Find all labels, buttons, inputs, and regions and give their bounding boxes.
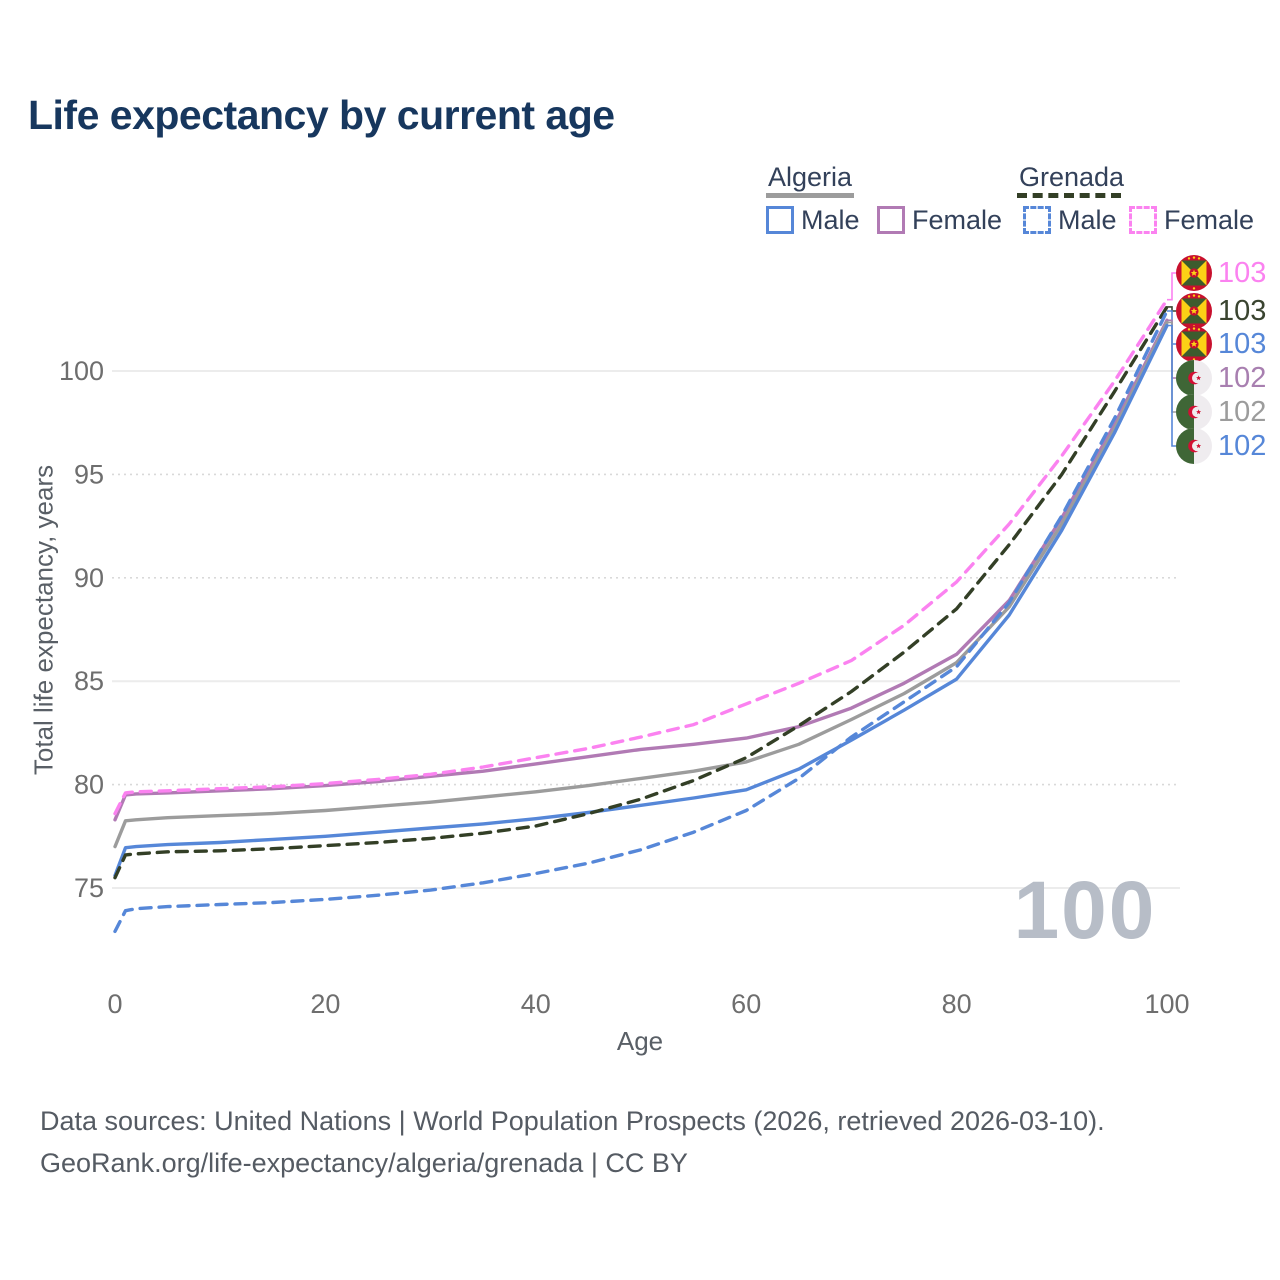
algeria-flag-icon [1176,428,1212,464]
legend-country-algeria[interactable]: Algeria [768,162,853,192]
y-tick-100: 100 [59,356,104,386]
end-label-value: 103 [1218,328,1267,360]
legend-underline-grenada [1017,193,1121,198]
algeria-flag-icon [1176,360,1212,396]
end-label-value: 102 [1218,362,1267,394]
legend-swatch-algeria-male[interactable] [766,206,794,234]
x-axis-title: Age [616,1026,664,1056]
x-tick-40: 40 [521,989,551,1019]
footer-data-sources: Data sources: United Nations | World Pop… [40,1106,1105,1136]
leader-line-grenada-both-sexes [1167,306,1176,312]
x-tick-60: 60 [731,989,761,1019]
chart-title: Life expectancy by current age [28,92,615,138]
x-tick-100: 100 [1144,989,1189,1019]
end-label-value: 102 [1218,396,1267,428]
leader-line-grenada-female [1167,272,1176,301]
end-label-algeria-female[interactable]: 102 [1176,360,1266,396]
footer-attribution: GeoRank.org/life-expectancy/algeria/gren… [40,1148,688,1178]
end-label-value: 103 [1218,257,1267,289]
y-tick-95: 95 [74,459,104,489]
x-tick-80: 80 [942,989,972,1019]
x-tick-20: 20 [310,989,340,1019]
y-tick-90: 90 [74,563,104,593]
series-line-grenada-male[interactable] [113,309,1169,934]
legend-swatch-grenada-female[interactable] [1129,206,1157,234]
end-label-algeria-both-sexes[interactable]: 102 [1176,394,1266,430]
grenada-flag-icon [1176,293,1212,329]
series-line-grenada-female[interactable] [113,298,1169,816]
legend-label-algeria-male[interactable]: Male [801,205,860,235]
legend-country-grenada[interactable]: Grenada [1019,162,1125,192]
y-tick-85: 85 [74,666,104,696]
legend-label-algeria-female[interactable]: Female [912,205,1003,235]
grenada-flag-icon [1176,255,1212,291]
end-label-grenada-female[interactable]: 103 [1176,255,1266,291]
hover-age-watermark: 100 [1013,865,1157,956]
leader-line-algeria-male [1167,324,1176,447]
end-label-value: 102 [1218,430,1267,462]
end-label-grenada-male[interactable]: 103 [1176,326,1266,362]
grenada-flag-icon [1176,326,1212,362]
x-tick-0: 0 [107,989,122,1019]
series-line-grenada-both-sexes[interactable] [113,305,1169,880]
end-label-value: 103 [1218,295,1267,327]
legend-swatch-algeria-female[interactable] [877,206,905,234]
end-label-algeria-male[interactable]: 102 [1176,428,1266,464]
legend-swatch-grenada-male[interactable] [1023,206,1051,234]
legend-label-grenada-female[interactable]: Female [1164,205,1255,235]
series-line-algeria-both-sexes[interactable] [113,320,1169,849]
y-axis-title: Total life expectancy, years [28,464,59,776]
legend-underline-algeria [766,193,854,198]
series-line-algeria-female[interactable] [113,318,1169,822]
end-label-grenada-both-sexes[interactable]: 103 [1176,293,1266,329]
series-line-algeria-male[interactable] [113,323,1169,878]
y-tick-75: 75 [74,873,104,903]
algeria-flag-icon [1176,394,1212,430]
legend-label-grenada-male[interactable]: Male [1058,205,1117,235]
y-tick-80: 80 [74,770,104,800]
